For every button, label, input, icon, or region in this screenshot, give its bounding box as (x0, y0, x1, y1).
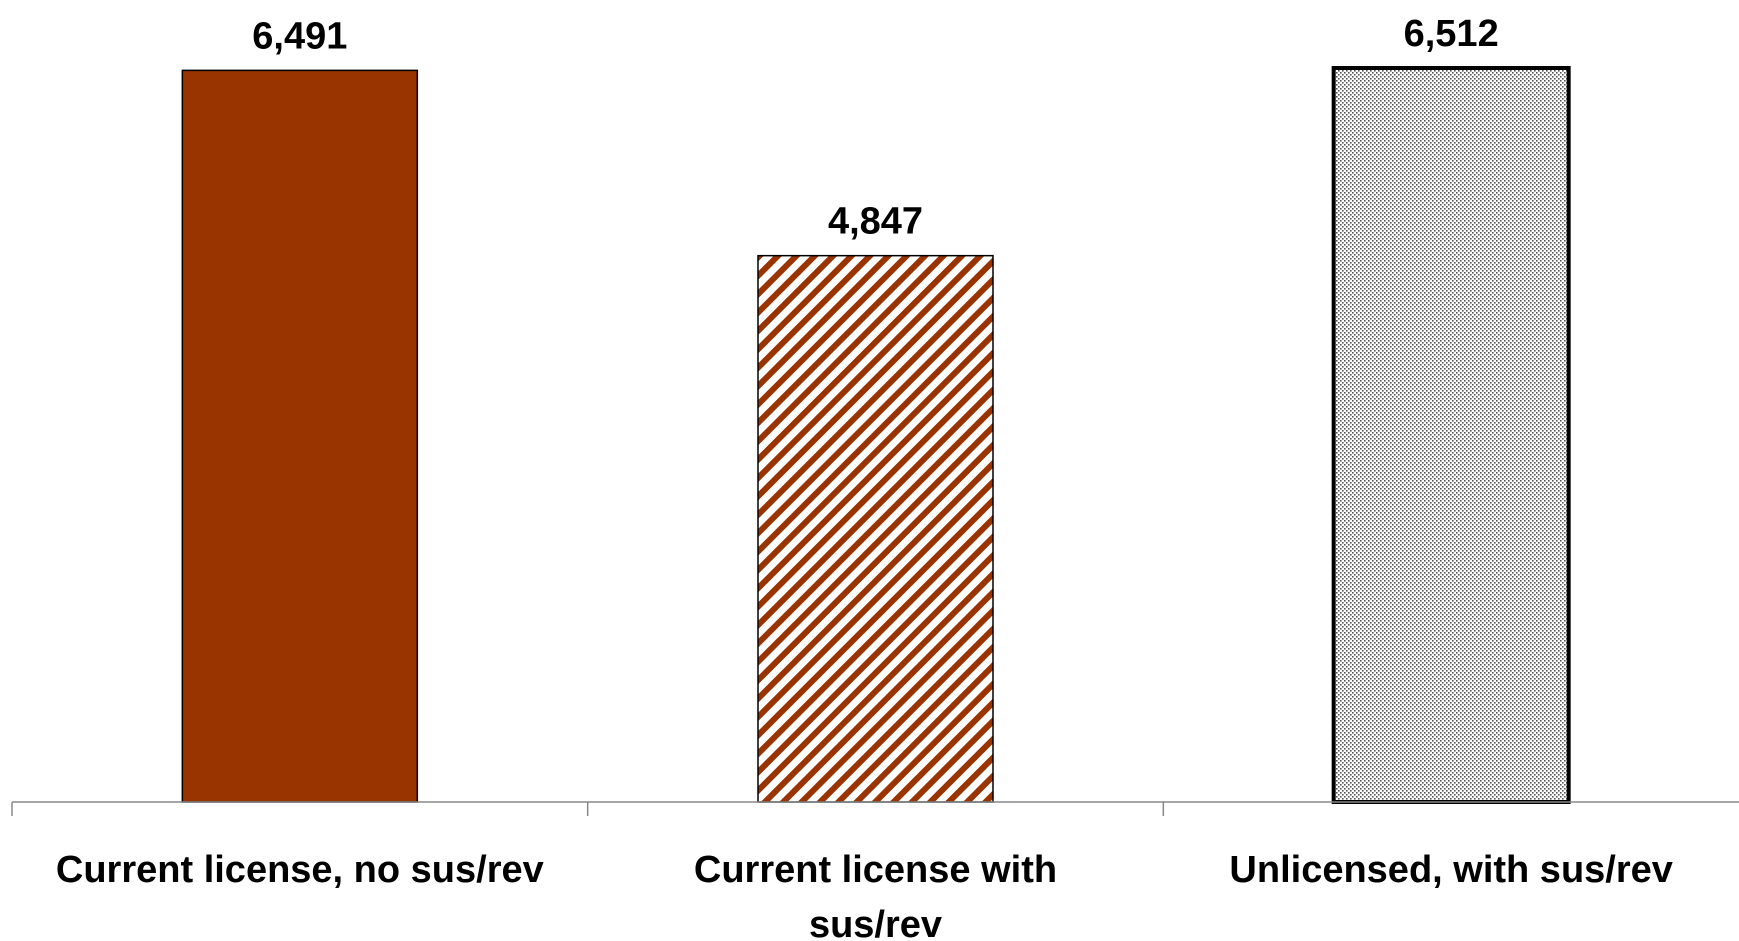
value-label-3: 6,512 (1404, 13, 1499, 55)
category-label-2-line-2: sus/rev (809, 904, 942, 941)
x-axis (11, 801, 1739, 816)
labels-group: 6,491 Current license, no sus/rev 4,847 Cur… (56, 13, 1673, 941)
category-label-3: Unlicensed, with sus/rev (1229, 849, 1672, 891)
value-label-1: 6,491 (252, 15, 347, 57)
bar-2 (757, 254, 994, 803)
bar-1 (181, 69, 419, 803)
bar-3 (1331, 66, 1571, 804)
category-label-2-line-1: Current license with (694, 849, 1057, 891)
bars-group (181, 66, 1571, 804)
category-label-1: Current license, no sus/rev (56, 849, 544, 891)
value-label-2: 4,847 (828, 201, 923, 243)
